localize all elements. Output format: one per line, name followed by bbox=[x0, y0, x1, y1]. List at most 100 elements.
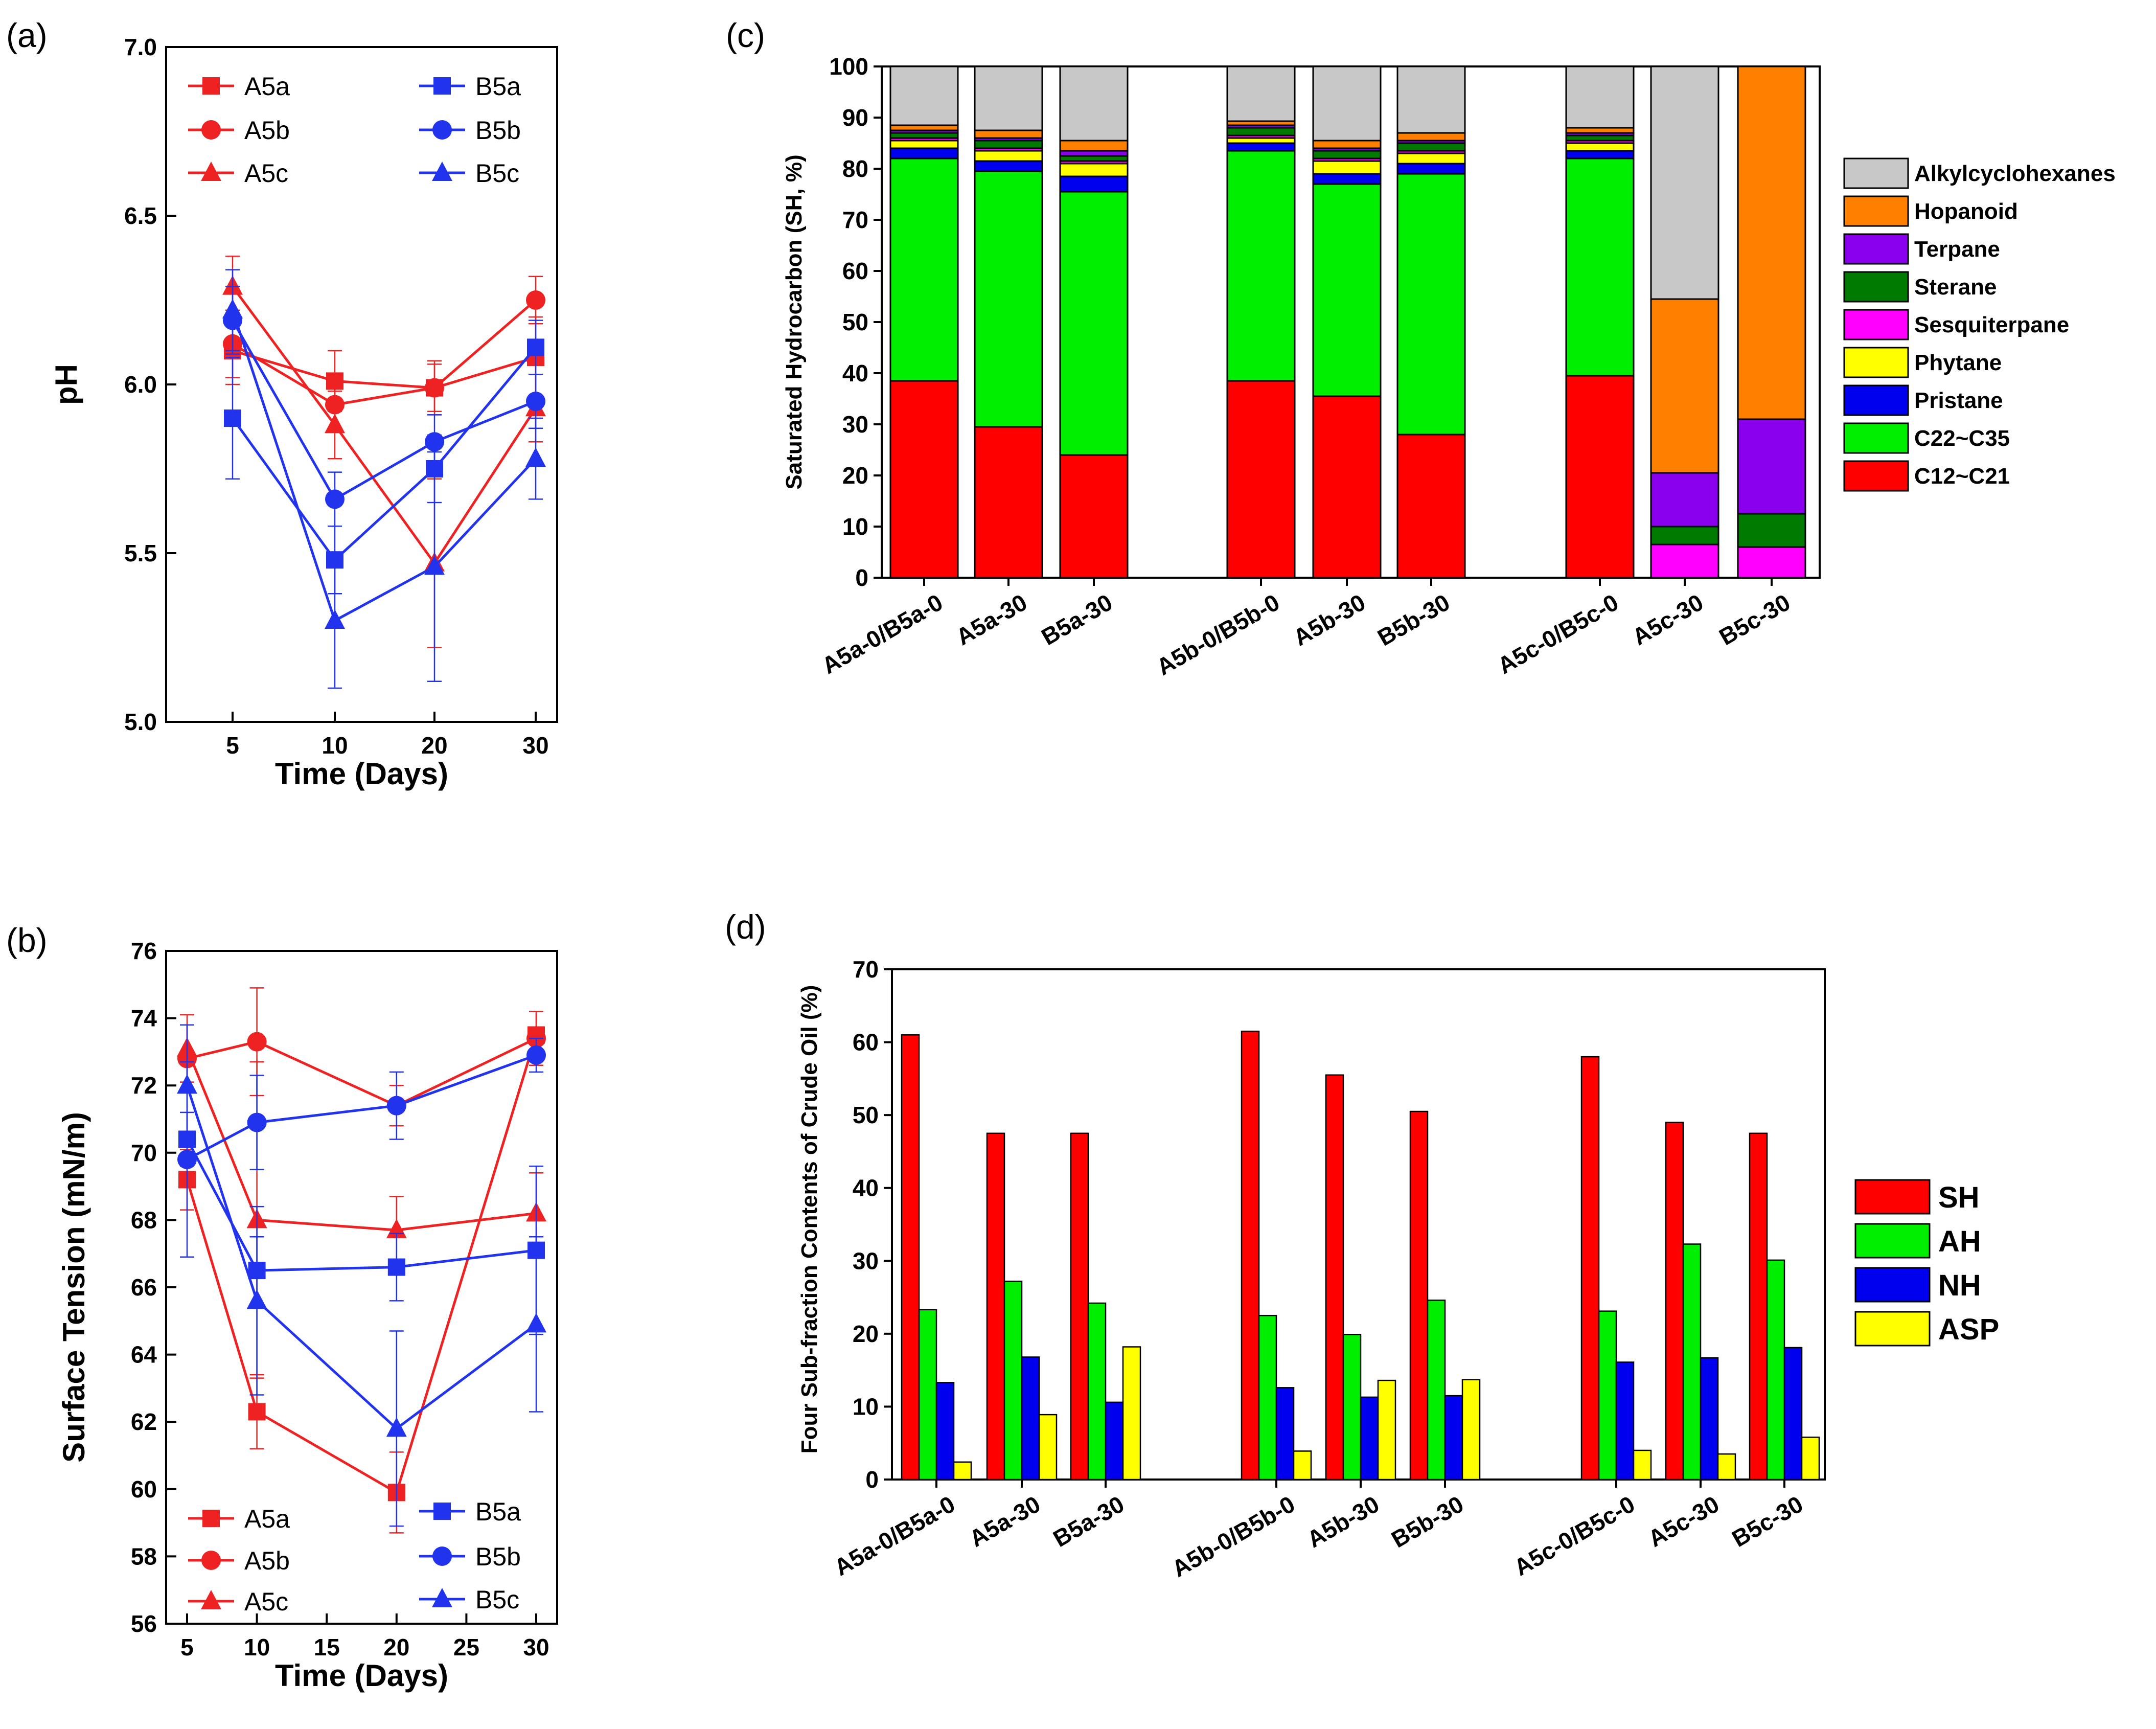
y-tick-label: 50 bbox=[853, 1102, 879, 1128]
bar-sh bbox=[901, 1034, 920, 1481]
legend-label: A5b bbox=[244, 1546, 290, 1575]
y-tick-label: 76 bbox=[131, 938, 157, 964]
series-line-a5b bbox=[232, 299, 537, 406]
legend-marker bbox=[202, 77, 220, 95]
series-line-a5c bbox=[231, 286, 537, 566]
bar-group-a5b-0-b5b-0 bbox=[1241, 1030, 1312, 1481]
x-tick-label: A5a-30 bbox=[951, 589, 1031, 650]
bar-group-a5a-0-b5a-0 bbox=[901, 1034, 972, 1481]
data-point bbox=[247, 1112, 267, 1132]
series-line-a5a bbox=[232, 349, 536, 390]
bar-segment-sterane bbox=[1650, 526, 1719, 545]
bar-segment-alkylcyclohexanes bbox=[974, 65, 1043, 131]
legend-label: Phytane bbox=[1914, 350, 2002, 375]
x-tick-label: 30 bbox=[522, 732, 548, 759]
legend-entry-nh: NH bbox=[1854, 1267, 1981, 1303]
legend-entry-hopanoid: Hopanoid bbox=[1843, 195, 2018, 227]
panel-c-saturated-hydrocarbon-chart: 0 10 20 30 40 50 60 70 80 90 100 Saturated Hydrocar… bbox=[782, 53, 2116, 680]
bar-ah bbox=[1342, 1334, 1362, 1481]
bar-asp bbox=[1717, 1453, 1736, 1481]
bar-segment-alkylcyclohexanes bbox=[889, 65, 959, 126]
x-tick-label: 5 bbox=[180, 1634, 194, 1660]
x-tick-label: 15 bbox=[314, 1634, 340, 1660]
y-tick-label: 70 bbox=[131, 1140, 157, 1166]
bar-segment-pristane bbox=[1565, 150, 1635, 160]
bar-stack-a5b-30 bbox=[1312, 65, 1382, 579]
bar-nh bbox=[1021, 1356, 1040, 1481]
legend-label: Hopanoid bbox=[1914, 199, 2018, 224]
y-tick-label: 40 bbox=[842, 360, 868, 386]
legend-swatch bbox=[1843, 422, 1909, 454]
legend-entry-terpane: Terpane bbox=[1843, 233, 2000, 265]
series-b5a bbox=[178, 1111, 545, 1335]
bar-ah bbox=[1087, 1302, 1107, 1481]
y-tick-label: 50 bbox=[842, 309, 868, 335]
bar-segment-c22-c35 bbox=[1396, 173, 1466, 436]
legend-entry-c22-c35: C22~C35 bbox=[1843, 422, 2010, 454]
legend-entry-a5a: A5a bbox=[188, 72, 290, 101]
bar-sh bbox=[1325, 1074, 1344, 1481]
data-point bbox=[386, 1417, 407, 1437]
y-tick-label: 0 bbox=[855, 564, 868, 591]
data-point bbox=[176, 1074, 197, 1094]
legend-swatch bbox=[1843, 195, 1909, 227]
bar-ah bbox=[1003, 1280, 1023, 1481]
bar-group-b5b-30 bbox=[1409, 1110, 1481, 1481]
legend-label: B5b bbox=[475, 116, 521, 145]
data-point bbox=[526, 290, 545, 310]
legend-marker bbox=[432, 1588, 452, 1607]
legend-label: B5b bbox=[475, 1542, 521, 1571]
bar-segment-alkylcyclohexanes bbox=[1396, 65, 1466, 134]
bar-ah bbox=[1598, 1310, 1617, 1481]
legend-entry-ah: AH bbox=[1854, 1223, 1981, 1259]
y-tick-label: 60 bbox=[131, 1476, 157, 1503]
x-tick-label: 25 bbox=[453, 1634, 479, 1660]
data-point bbox=[526, 1313, 547, 1333]
y-tick-label: 30 bbox=[842, 411, 868, 438]
bar-segment-terpane bbox=[1737, 418, 1806, 515]
data-point bbox=[527, 338, 544, 356]
y-tick-label: 80 bbox=[842, 155, 868, 182]
bar-nh bbox=[1105, 1401, 1124, 1481]
legend-label: A5c bbox=[244, 1587, 288, 1616]
bar-sh bbox=[1665, 1122, 1684, 1481]
x-axis-label: Time (Days) bbox=[275, 1658, 448, 1693]
data-point bbox=[525, 447, 546, 467]
bar-segment-phytane bbox=[1059, 163, 1129, 177]
series-b5c bbox=[176, 1024, 547, 1527]
bar-asp bbox=[1293, 1450, 1312, 1481]
x-tick-label: B5b-30 bbox=[1373, 589, 1454, 651]
bar-nh bbox=[1275, 1387, 1295, 1481]
legend-swatch bbox=[1854, 1311, 1931, 1347]
legend-marker bbox=[432, 162, 452, 181]
bar-segment-pristane bbox=[889, 147, 959, 160]
data-point bbox=[246, 1289, 267, 1309]
bar-sh bbox=[1070, 1132, 1089, 1481]
bar-segment-hopanoid bbox=[1737, 65, 1806, 420]
legend-swatch bbox=[1843, 347, 1909, 378]
legend-label: A5b bbox=[244, 116, 290, 145]
y-axis-label: Surface Tension (mN/m) bbox=[57, 1112, 91, 1463]
bar-nh bbox=[1444, 1395, 1463, 1481]
legend-entry-sh: SH bbox=[1854, 1179, 1980, 1215]
series-b5b bbox=[223, 286, 545, 527]
legend-entry-b5a: B5a bbox=[419, 1497, 521, 1526]
series-line-b5c bbox=[231, 310, 537, 623]
legend-label: Pristane bbox=[1914, 388, 2003, 413]
data-point bbox=[222, 299, 243, 318]
series-line-a5a bbox=[186, 1034, 538, 1495]
legend-label: Terpane bbox=[1914, 237, 2000, 262]
legend-entry-b5b: B5b bbox=[419, 1542, 521, 1571]
y-tick-label: 68 bbox=[131, 1207, 157, 1233]
data-point bbox=[424, 555, 445, 575]
bar-ah bbox=[918, 1309, 937, 1481]
y-tick-label: 20 bbox=[853, 1321, 879, 1347]
bar-segment-pristane bbox=[974, 160, 1043, 172]
y-tick-label: 7.0 bbox=[124, 34, 157, 60]
bar-stack-a5c-0-b5c-0 bbox=[1565, 65, 1635, 579]
bar-ah bbox=[1766, 1259, 1785, 1481]
bar-nh bbox=[1783, 1347, 1803, 1481]
legend-label: Alkylcyclohexanes bbox=[1914, 161, 2116, 186]
bar-segment-sterane bbox=[974, 140, 1043, 149]
panel-label-d: (d) bbox=[725, 908, 766, 946]
